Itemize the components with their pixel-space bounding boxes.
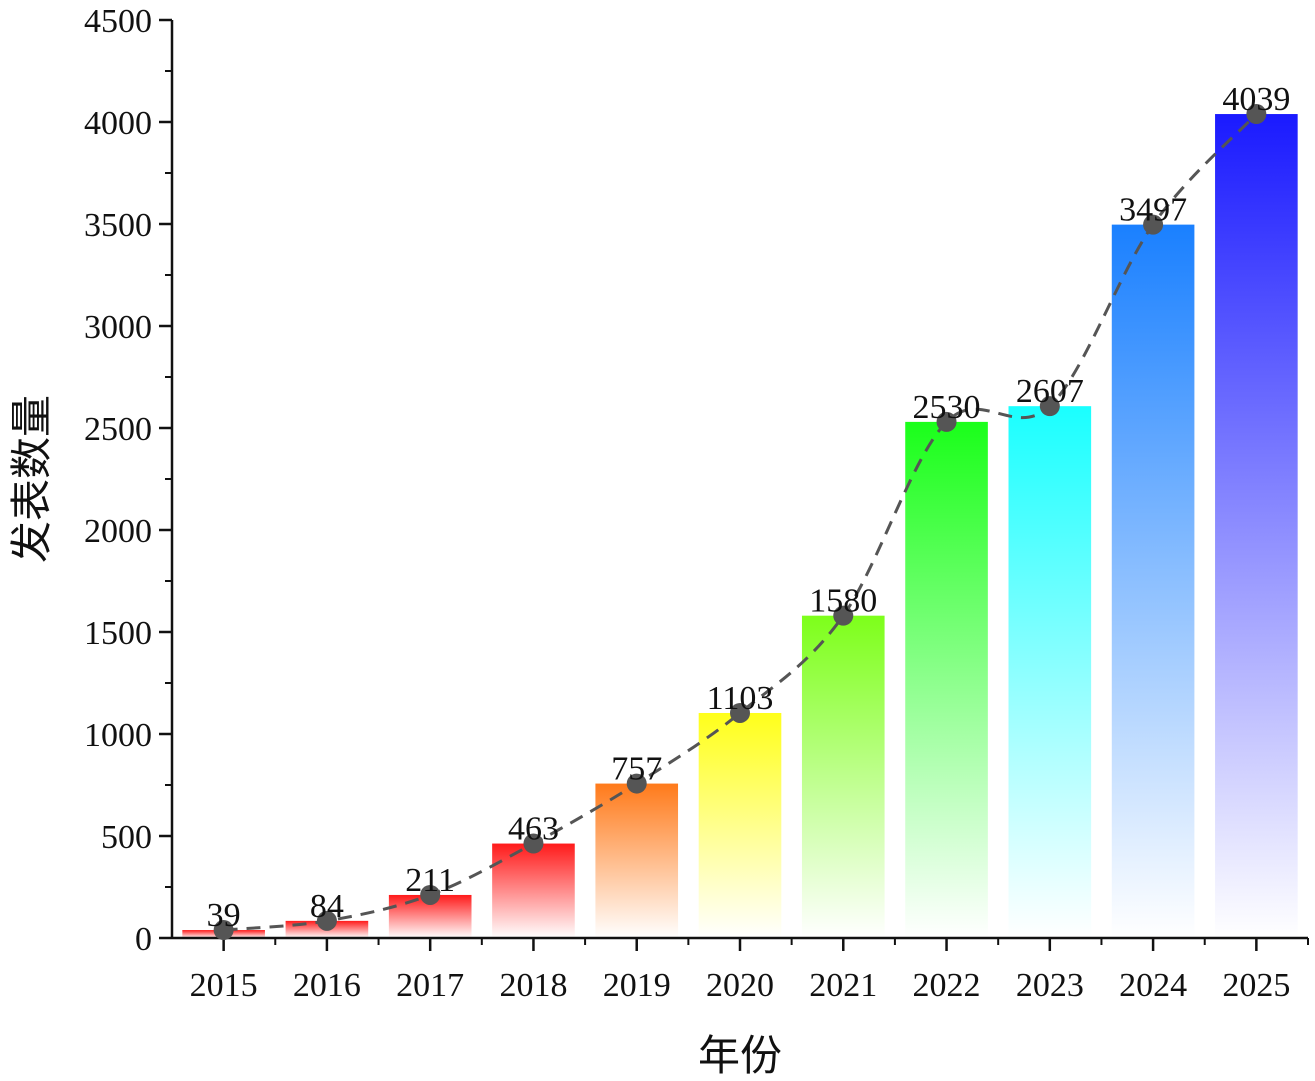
trend-line [213, 104, 1267, 941]
data-label-2015: 39 [207, 897, 241, 934]
y-ticks: 0 500 1000 1500 2000 2500 3000 3500 4000 4500 [84, 3, 172, 958]
trend-point-2017 [420, 884, 441, 905]
x-tick-label-2025: 2025 [1222, 967, 1290, 1004]
x-tick-label-2016: 2016 [293, 967, 361, 1004]
data-label-2019: 757 [611, 751, 662, 788]
bar-2019 [595, 783, 679, 938]
x-tick-label-2020: 2020 [706, 967, 774, 1004]
data-label-2020: 1103 [707, 680, 774, 717]
trend-line-path [223, 113, 1258, 932]
x-tick-label-2023: 2023 [1016, 967, 1084, 1004]
x-tick-label-2024: 2024 [1119, 967, 1187, 1004]
bar-2025 [1215, 114, 1298, 938]
trend-point-2023 [1039, 396, 1060, 417]
data-label-2023: 2607 [1016, 373, 1084, 410]
data-label-2024: 3497 [1119, 192, 1187, 229]
y-tick-label: 4000 [84, 105, 152, 142]
trend-point-2015 [213, 920, 234, 941]
data-label-2016: 84 [310, 888, 344, 925]
bar-2021 [801, 615, 885, 938]
data-labels: 39 84 211 463 757 1103 1580 2530 2607 3497 4039 [207, 81, 1291, 934]
trend-point-2018 [523, 833, 544, 854]
y-tick-label: 2500 [84, 411, 152, 448]
x-tick-label-2018: 2018 [499, 967, 567, 1004]
bar-2018 [492, 843, 575, 938]
x-tick-label-2021: 2021 [809, 967, 877, 1004]
trend-point-2025 [1246, 104, 1267, 125]
x-tick-label-2015: 2015 [190, 967, 258, 1004]
bar-2020 [698, 712, 782, 938]
data-label-2021: 1580 [809, 583, 877, 620]
trend-point-2021 [833, 605, 854, 626]
x-ticks: 2015 2016 2017 2018 2019 2020 2021 2022 2023 2024… [190, 938, 1309, 1004]
trend-point-2024 [1143, 214, 1164, 235]
trend-point-2019 [626, 773, 647, 794]
y-tick-label: 0 [135, 921, 152, 958]
y-tick-label: 2000 [84, 513, 152, 550]
x-tick-label-2019: 2019 [603, 967, 671, 1004]
trend-point-2020 [730, 702, 750, 723]
data-label-2018: 463 [508, 811, 559, 848]
data-label-2022: 2530 [913, 389, 981, 426]
x-tick-label-2017: 2017 [396, 967, 464, 1004]
bar-2024 [1111, 224, 1195, 938]
y-tick-label: 1000 [84, 717, 152, 754]
x-axis-title: 年份 [698, 1031, 782, 1080]
y-tick-label: 500 [101, 819, 152, 856]
y-tick-label: 1500 [84, 615, 152, 652]
y-tick-label: 3500 [84, 207, 152, 244]
y-tick-label: 4500 [84, 3, 152, 40]
bar-2023 [1008, 406, 1092, 938]
bars [182, 114, 1298, 938]
x-tick-label-2022: 2022 [913, 967, 981, 1004]
y-axis-title: 发表数量 [7, 395, 56, 563]
data-label-2025: 4039 [1222, 81, 1290, 118]
y-tick-label: 3000 [84, 309, 152, 346]
trend-point-2022 [936, 411, 957, 432]
bar-2022 [905, 421, 988, 938]
data-label-2017: 211 [405, 862, 455, 899]
trend-point-2016 [316, 910, 337, 931]
